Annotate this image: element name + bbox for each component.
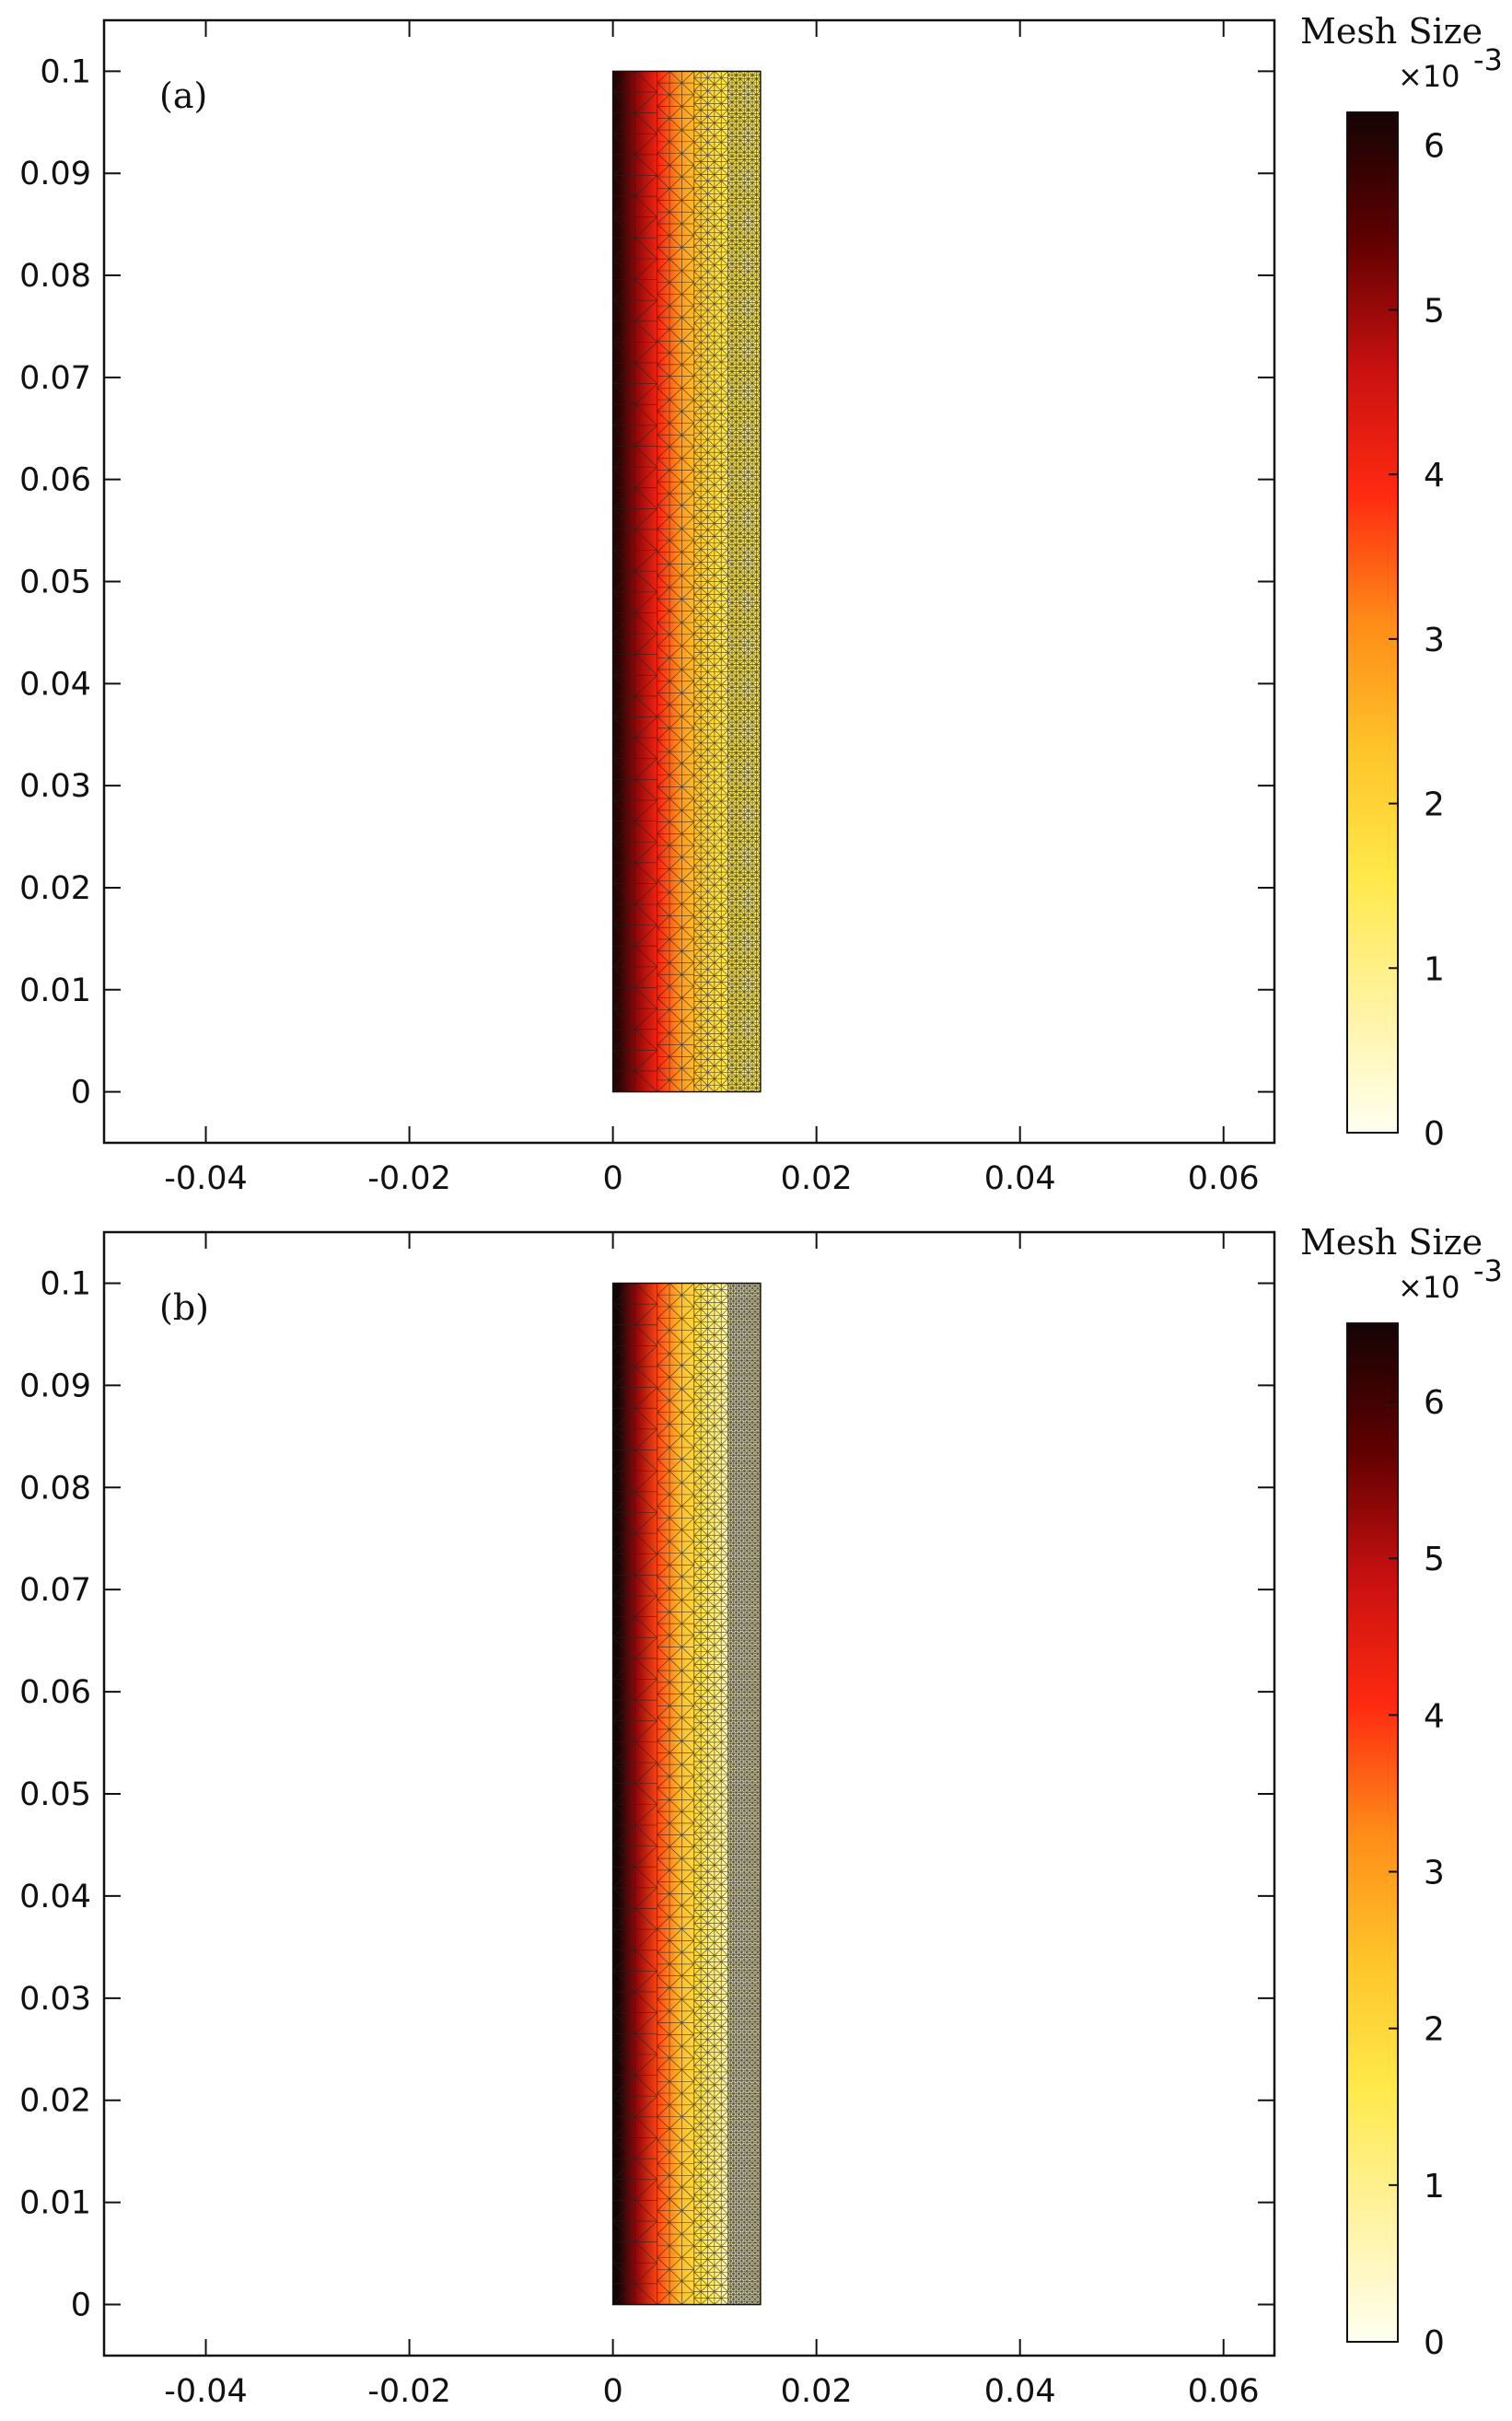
x-tick-label: 0.06 — [1188, 2373, 1260, 2410]
y-tick-label: 0.1 — [40, 1265, 91, 1302]
mesh-grid-lines — [612, 71, 762, 1092]
y-tick-label: 0 — [71, 1075, 91, 1112]
colorbar-gradient — [1346, 1322, 1399, 2343]
x-tick-label: -0.04 — [164, 2373, 248, 2410]
y-tick-label: 0.09 — [19, 156, 91, 192]
mesh-domain-outline — [611, 1282, 762, 2306]
y-tick-label: 0.03 — [19, 768, 91, 805]
x-tick-label: -0.02 — [367, 1160, 451, 1197]
colorbar-tick-label: 1 — [1424, 950, 1445, 988]
colorbar-tick-label: 6 — [1424, 1384, 1445, 1422]
x-tick-label: 0.06 — [1188, 1160, 1260, 1197]
colorbar-tick-label: 1 — [1424, 2168, 1445, 2206]
y-tick-label: 0.02 — [19, 2083, 91, 2120]
x-tick-label: 0.04 — [984, 1160, 1056, 1197]
x-tick-label: 0 — [602, 1160, 622, 1197]
colorbar-tick-label: 6 — [1424, 128, 1445, 166]
y-tick-label: 0.04 — [19, 1879, 91, 1915]
y-tick-label: 0.04 — [19, 666, 91, 703]
colorbar-title: Mesh Size — [1300, 1222, 1483, 1263]
y-tick-label: 0.05 — [19, 565, 91, 601]
y-tick-label: 0.08 — [19, 258, 91, 295]
y-tick-label: 0.06 — [19, 1674, 91, 1711]
y-tick-label: 0.01 — [19, 972, 91, 1009]
colorbar-scale: ×10 — [1398, 1270, 1460, 1305]
colorbar-tick-label: 0 — [1424, 2324, 1445, 2362]
panel-label: (a) — [159, 76, 207, 116]
colorbar-tick-label: 3 — [1424, 622, 1445, 659]
y-tick-label: 0.07 — [19, 360, 91, 397]
colorbar: 0 1 2 3 4 5 6 Mesh Size ×10 -3 — [1300, 11, 1503, 1153]
colorbar-title: Mesh Size — [1300, 11, 1483, 52]
colorbar-tick-label: 4 — [1424, 1697, 1445, 1735]
y-tick-label: 0.06 — [19, 462, 91, 499]
colorbar: 0 1 2 3 4 5 6 Mesh Size ×10 -3 — [1300, 1222, 1503, 2362]
colorbar-tick-label: 5 — [1424, 1541, 1445, 1578]
x-tick-label: -0.02 — [367, 2373, 451, 2410]
colorbar-tick-label: 2 — [1424, 2011, 1445, 2049]
colorbar-gradient — [1346, 111, 1399, 1134]
colorbar-tick-label: 0 — [1424, 1115, 1445, 1153]
y-tick-label: 0.09 — [19, 1368, 91, 1404]
y-tick-label: 0.01 — [19, 2185, 91, 2222]
colorbar-scale-exponent: -3 — [1473, 1253, 1503, 1288]
mesh-domain-outline — [611, 70, 762, 1093]
colorbar-scale-exponent: -3 — [1473, 42, 1503, 77]
x-tick-label: 0 — [602, 2373, 622, 2410]
colorbar-scale: ×10 — [1398, 59, 1460, 94]
colorbar-tick-label: 4 — [1424, 457, 1445, 495]
x-tick-label: 0.02 — [781, 2373, 853, 2410]
y-tick-label: 0.1 — [40, 53, 91, 90]
x-tick-label: 0.02 — [781, 1160, 853, 1197]
chart-panel-b: -0.04 -0.02 0 0.02 0.04 0.06 0.1 0.09 0.08 0.07 0.… — [19, 1222, 1503, 2410]
y-tick-label: 0.07 — [19, 1572, 91, 1609]
y-tick-label: 0.03 — [19, 1981, 91, 2018]
y-tick-label: 0.02 — [19, 870, 91, 907]
colorbar-tick-label: 5 — [1424, 292, 1445, 330]
y-tick-label: 0.05 — [19, 1776, 91, 1813]
x-tick-label: -0.04 — [164, 1160, 248, 1197]
y-tick-label: 0 — [71, 2287, 91, 2324]
colorbar-tick-label: 2 — [1424, 786, 1445, 824]
colorbar-tick-label: 3 — [1424, 1855, 1445, 1892]
panel-label: (b) — [159, 1287, 209, 1328]
y-tick-label: 0.08 — [19, 1470, 91, 1507]
x-tick-label: 0.04 — [984, 2373, 1056, 2410]
chart-panel-a: -0.04 -0.02 0 0.02 0.04 0.06 0.1 0.09 0.08 0.07 0.… — [19, 11, 1503, 1197]
